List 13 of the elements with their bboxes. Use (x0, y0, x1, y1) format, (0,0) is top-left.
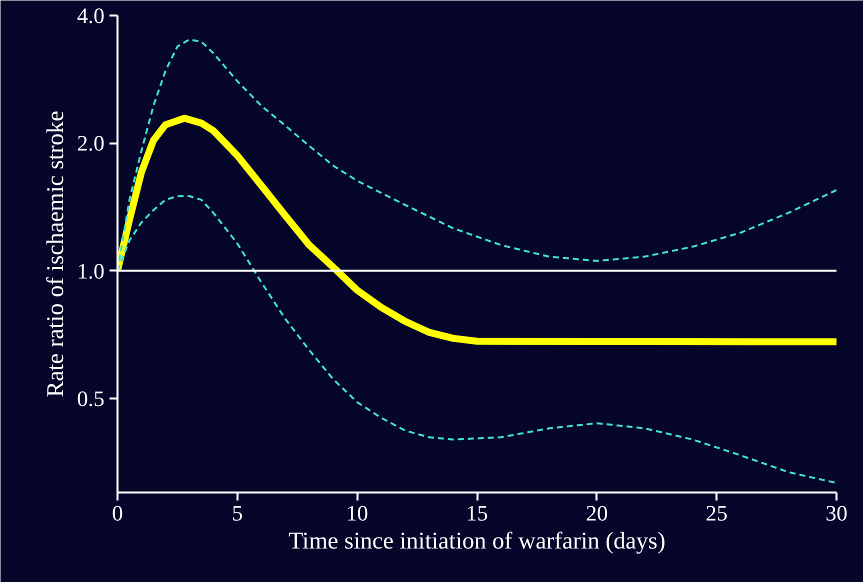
x-tick-label: 30 (826, 500, 848, 526)
y-tick-label: 1.0 (77, 258, 104, 284)
x-tick-label: 25 (706, 500, 728, 526)
x-axis-title: Time since initiation of warfarin (days) (288, 528, 666, 554)
x-tick-label: 10 (346, 500, 368, 526)
x-tick-label: 0 (112, 500, 123, 526)
x-tick-label: 15 (466, 500, 488, 526)
y-axis-title: Rate ratio of ischaemic stroke (43, 110, 69, 398)
y-tick-label: 4.0 (77, 3, 104, 28)
y-tick-label: 0.5 (77, 386, 104, 411)
x-tick-label: 5 (232, 500, 243, 526)
y-tick-label: 2.0 (77, 130, 104, 156)
x-tick-label: 20 (586, 500, 608, 526)
